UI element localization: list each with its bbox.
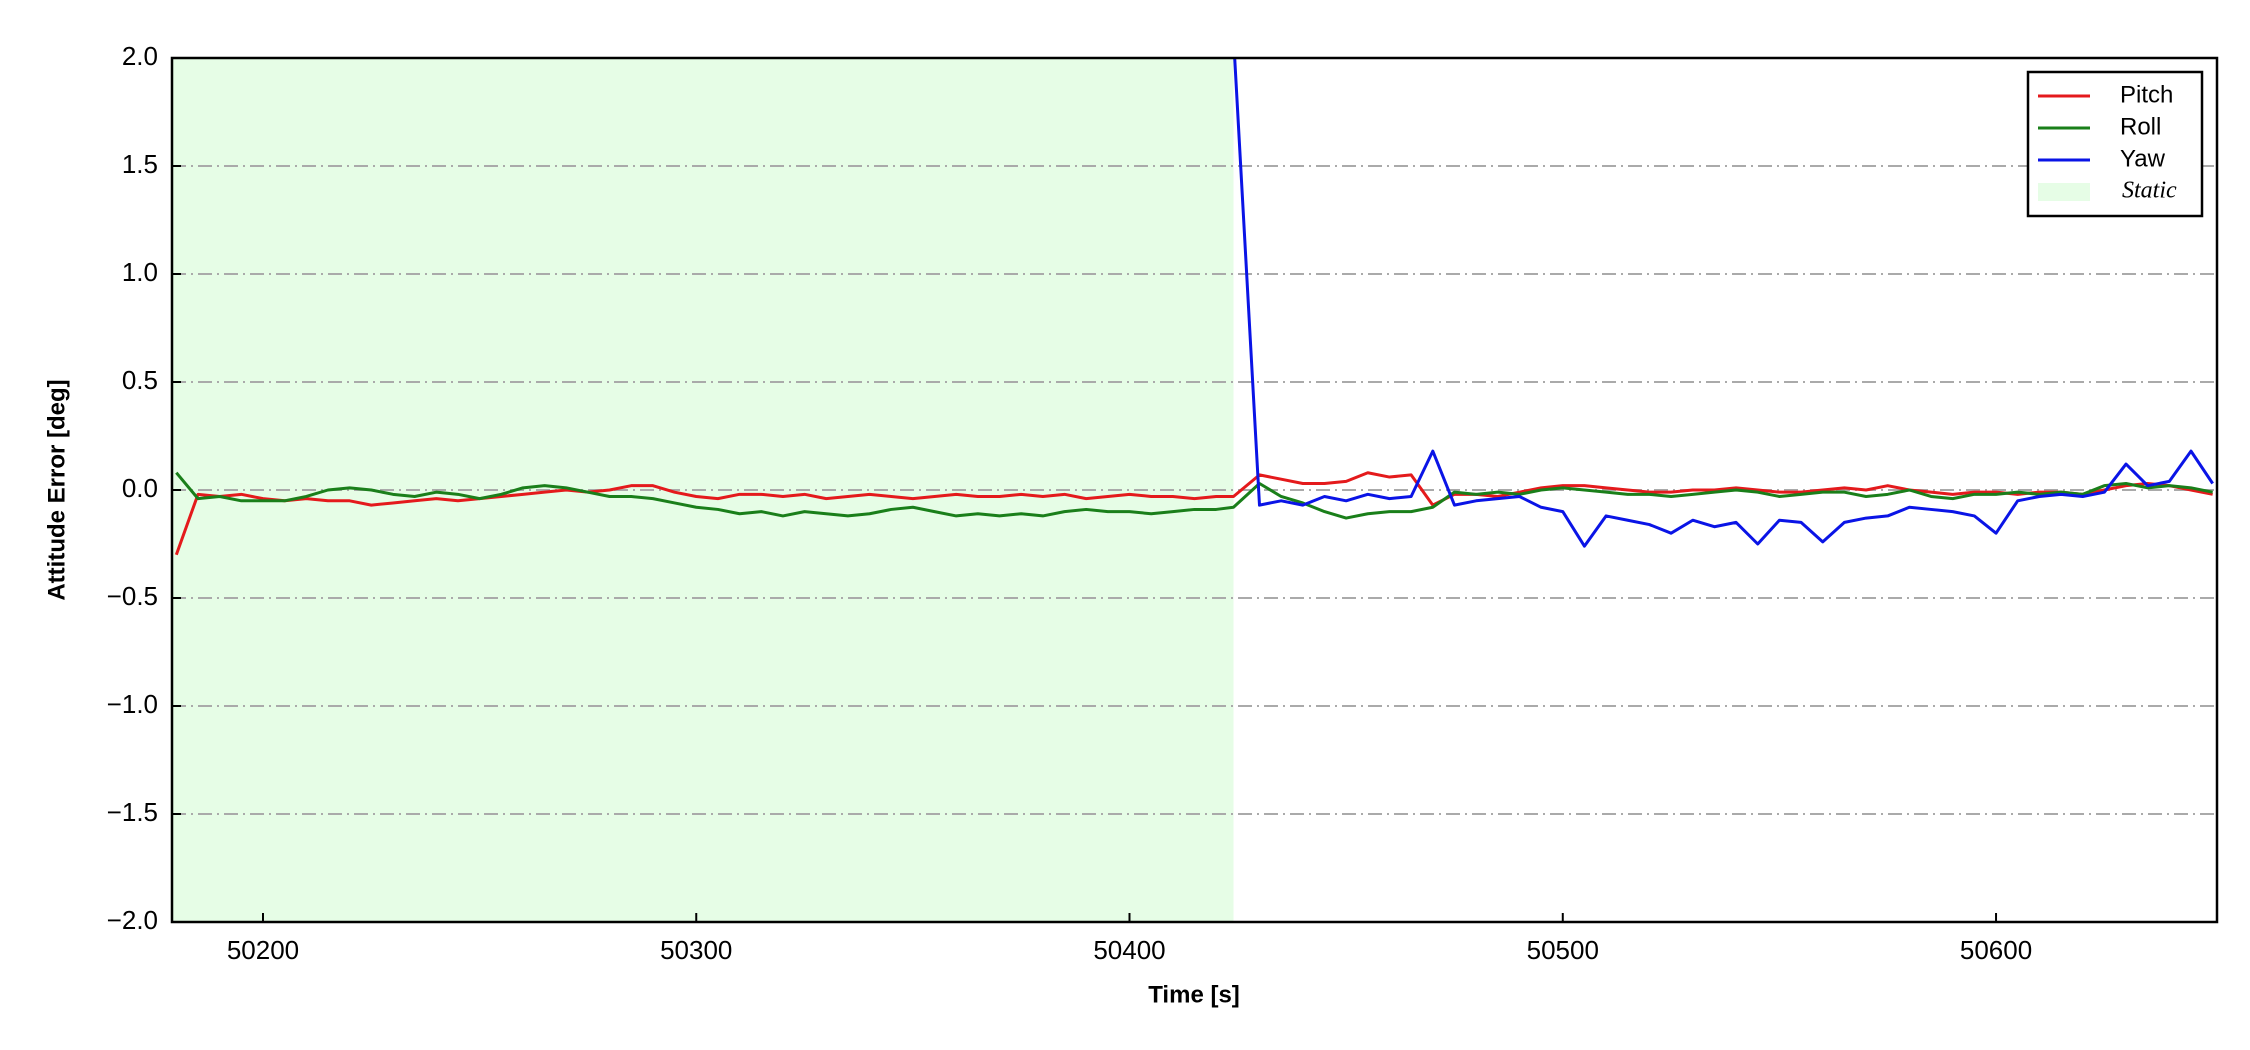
legend-label: Roll — [2120, 113, 2161, 140]
plot-lines — [174, 58, 2214, 556]
series-line — [175, 471, 2213, 520]
series-line — [1233, 58, 2214, 548]
series-line — [174, 471, 2213, 556]
y-axis-label: Attitude Error [deg] — [43, 379, 70, 600]
y-tick-label: 1.5 — [122, 149, 158, 179]
x-tick-label: 50500 — [1527, 935, 1599, 965]
y-tick-label: −2.0 — [107, 905, 158, 935]
x-tick-label: 50600 — [1960, 935, 2032, 965]
plot-frame — [170, 56, 2219, 924]
y-tick-label: −1.5 — [107, 797, 158, 827]
legend-label: Static — [2122, 178, 2177, 204]
y-tick-label: 0.5 — [122, 365, 158, 395]
x-tick-label: 50400 — [1093, 935, 1165, 965]
y-tick-label: 2.0 — [122, 41, 158, 71]
x-tick-label: 50300 — [660, 935, 732, 965]
y-tick-label: −0.5 — [107, 581, 158, 611]
y-tick-label: 0.0 — [122, 473, 158, 503]
x-axis-label: Time [s] — [1148, 981, 1240, 1008]
legend-swatch — [2038, 183, 2090, 201]
y-tick-label: 1.0 — [122, 257, 158, 287]
y-tick-label: −1.0 — [107, 689, 158, 719]
x-tick-label: 50200 — [227, 935, 299, 965]
legend-label: Yaw — [2120, 145, 2166, 172]
legend-label: Pitch — [2120, 81, 2173, 108]
